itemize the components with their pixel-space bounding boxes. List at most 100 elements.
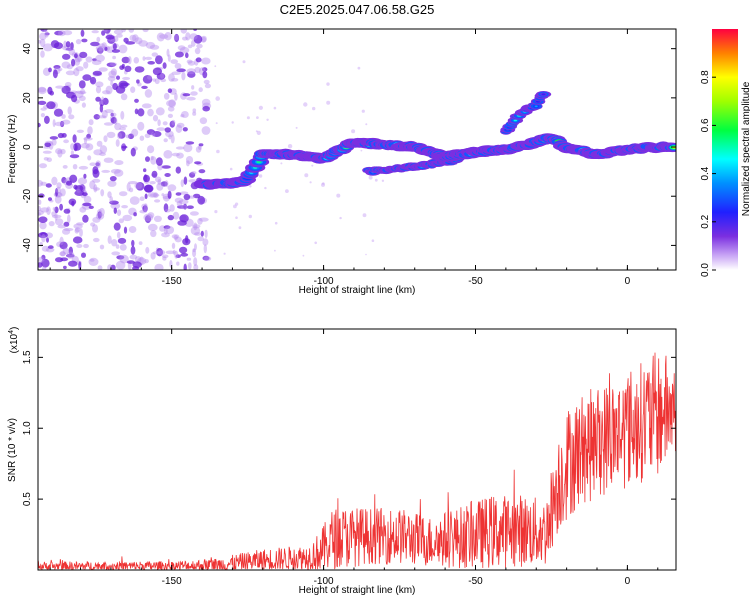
noise-blob — [92, 216, 101, 223]
noise-blob — [96, 36, 101, 43]
noise-blob — [143, 174, 150, 183]
noise-blob — [70, 143, 75, 151]
noise-blob — [120, 110, 125, 120]
noise-blob — [104, 109, 114, 114]
noise-blob — [192, 249, 197, 258]
noise-blob — [38, 39, 42, 44]
noise-blob — [170, 134, 175, 144]
x-tick-label: -100 — [314, 576, 334, 587]
noise-blob — [69, 174, 78, 183]
noise-blob — [76, 189, 81, 193]
noise-blob — [144, 215, 152, 224]
noise-blob — [142, 29, 149, 33]
noise-blob — [109, 62, 118, 67]
noise-blob — [158, 250, 166, 255]
noise-blob — [180, 179, 184, 188]
spectrogram-ylabel: Frequency (Hz) — [7, 115, 18, 184]
noise-blob — [75, 66, 84, 72]
noise-blob — [167, 190, 172, 199]
noise-blob — [187, 44, 193, 49]
noise-blob — [183, 143, 193, 153]
noise-blob — [150, 156, 157, 165]
noise-blob — [43, 29, 48, 32]
noise-blob — [76, 244, 83, 248]
noise-blob — [182, 127, 188, 132]
noise-blob — [66, 251, 75, 259]
colorbar-tick-label: 0.8 — [700, 70, 711, 84]
noise-blob — [60, 148, 66, 155]
noise-blob — [51, 176, 58, 186]
noise-blob — [114, 122, 122, 131]
noise-blob — [83, 243, 89, 249]
noise-dot — [326, 100, 331, 105]
noise-blob — [198, 169, 206, 174]
spectrogram-frame — [37, 28, 677, 271]
noise-dot — [351, 129, 356, 134]
noise-blob — [147, 223, 158, 231]
noise-blob — [164, 32, 172, 41]
noise-blob — [56, 182, 62, 189]
noise-blob — [65, 70, 75, 76]
noise-blob — [43, 157, 49, 161]
noise-blob — [93, 187, 100, 191]
noise-blob — [38, 199, 42, 205]
noise-dot — [365, 123, 368, 126]
noise-blob — [114, 117, 118, 125]
noise-blob — [175, 124, 183, 133]
noise-blob — [183, 263, 187, 270]
noise-blob — [49, 136, 59, 140]
noise-dot — [374, 178, 378, 182]
noise-blob — [175, 254, 181, 258]
noise-blob — [74, 228, 80, 234]
noise-blob — [95, 96, 101, 102]
x-tick-label: 0 — [625, 576, 631, 587]
noise-blob — [51, 139, 57, 146]
noise-blob — [194, 66, 201, 74]
noise-blob — [156, 127, 166, 131]
noise-blob — [108, 70, 117, 79]
noise-blob — [92, 70, 102, 76]
noise-blob — [83, 137, 93, 141]
noise-blob — [155, 107, 165, 116]
figure-title: C2E5.2025.047.06.58.G25 — [280, 2, 435, 17]
noise-blob — [39, 221, 47, 230]
noise-blob — [95, 81, 104, 88]
noise-blob — [174, 92, 178, 101]
ridge-blob — [534, 105, 538, 108]
noise-blob — [101, 96, 105, 105]
noise-blob — [186, 257, 192, 261]
noise-blob — [171, 78, 179, 82]
noise-blob — [85, 143, 94, 151]
noise-blob — [46, 237, 49, 243]
noise-blob — [118, 218, 125, 224]
noise-blob — [202, 71, 208, 79]
noise-blob — [44, 32, 50, 36]
noise-blob — [171, 119, 176, 126]
noise-blob — [111, 49, 120, 53]
colorbar: 0.0 0.2 0.4 0.6 0.8 Normalized spectral ampl… — [700, 29, 750, 277]
noise-blob — [52, 119, 56, 128]
noise-blob — [92, 58, 97, 62]
noise-blob — [201, 57, 211, 65]
noise-blob — [119, 127, 126, 131]
noise-blob — [46, 206, 51, 215]
x-tick-label: -150 — [162, 276, 182, 287]
noise-blob — [41, 266, 47, 270]
noise-blob — [115, 260, 126, 270]
noise-blob — [192, 224, 201, 229]
noise-blob — [168, 73, 175, 82]
noise-blob — [40, 50, 45, 58]
noise-blob — [38, 205, 41, 212]
noise-blob — [156, 248, 164, 257]
noise-blob — [138, 40, 149, 47]
noise-blob — [90, 222, 96, 227]
noise-blob — [176, 152, 184, 159]
snr-series-line — [38, 352, 676, 570]
spectrogram-panel: -150 -100 -50 0 -40 -20 0 20 40 Height of straig… — [7, 28, 677, 296]
noise-blob — [176, 200, 183, 207]
noise-blob — [40, 107, 47, 111]
noise-blob — [59, 241, 68, 250]
noise-blob — [201, 98, 211, 107]
noise-blob — [109, 176, 117, 182]
noise-blob — [192, 111, 197, 116]
